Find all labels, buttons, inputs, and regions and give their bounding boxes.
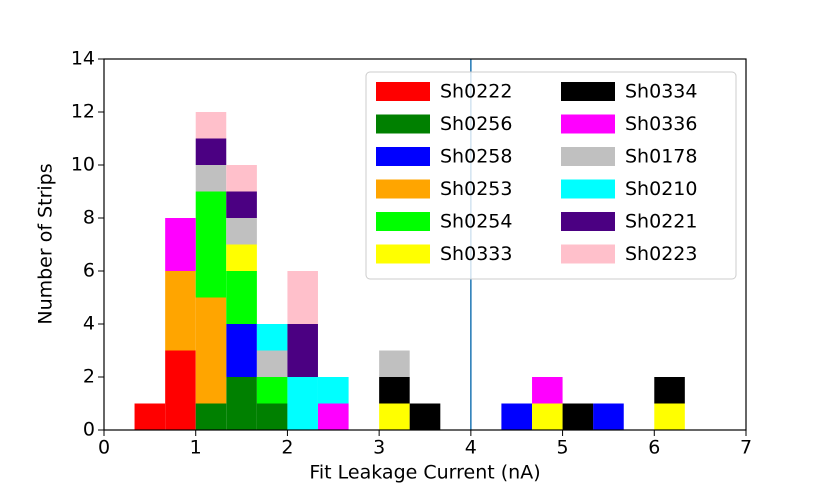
legend-swatch [561,244,615,264]
bar [195,112,227,139]
bar [165,271,196,351]
bar [165,350,196,430]
bar [532,377,563,404]
x-tick-label: 7 [740,437,752,459]
legend: Sh0222 Sh0256 Sh0258 Sh0253 Sh0254 Sh0333 Sh03… [365,71,737,280]
legend-swatch [376,212,430,231]
y-tick-label: 4 [83,313,95,335]
legend-swatch [376,82,430,101]
y-tick-label: 8 [83,207,95,229]
legend-swatch [561,212,615,231]
bar [379,377,410,404]
y-tick-label: 2 [83,366,95,388]
bar [226,218,257,245]
bar [287,271,318,324]
bar [256,324,288,351]
legend-label: Sh0253 [440,178,512,200]
legend-swatch [561,82,615,101]
x-tick-label: 2 [281,437,293,459]
bar [226,191,257,218]
y-tick-label: 14 [71,48,95,70]
x-tick-label: 1 [190,437,202,459]
bar [654,403,685,430]
bar [134,403,166,430]
bar [379,350,410,377]
bar [256,377,288,404]
legend-label: Sh0178 [625,146,697,168]
bar [287,377,318,430]
bar [226,165,257,192]
x-axis-label: Fit Leakage Current (nA) [309,462,540,484]
bar [226,377,257,430]
legend-swatch [561,114,615,134]
bar [654,377,685,404]
bar [195,403,227,430]
plot-frame [103,58,747,431]
bar [562,403,594,430]
legend-swatch [376,244,430,264]
bar [226,324,257,377]
legend-label: Sh0221 [625,211,697,233]
legend-label: Sh0336 [625,113,697,135]
y-axis-label: Number of Strips [35,163,57,324]
bar [195,138,227,165]
x-tick-label: 4 [465,437,477,459]
legend-swatch [561,179,615,199]
legend-label: Sh0222 [440,81,512,103]
legend-label: Sh0333 [440,243,512,265]
legend-swatch [376,147,430,166]
legend-box [365,71,737,280]
bar [256,350,288,377]
legend-swatch [376,114,430,134]
legend-label: Sh0256 [440,113,512,135]
legend-label: Sh0210 [625,178,697,200]
bar [256,403,288,430]
y-tick-label: 0 [83,419,95,441]
bar [317,377,349,404]
bar [593,403,624,430]
bar [195,165,227,192]
x-tick-label: 0 [98,437,110,459]
legend-label: Sh0254 [440,211,512,233]
bar [379,403,410,430]
bar [195,191,227,298]
bar [409,403,441,430]
bar [226,271,257,324]
legend-swatch [561,147,615,166]
x-tick-label: 3 [373,437,385,459]
bar [532,403,563,430]
y-tick-label: 10 [71,154,95,176]
legend-label: Sh0258 [440,146,512,168]
bar [165,218,196,271]
bar [195,297,227,404]
legend-label: Sh0223 [625,243,697,265]
legend-swatch [376,179,430,199]
y-tick-label: 12 [71,101,95,123]
bar [317,403,349,430]
y-tick-label: 6 [83,260,95,282]
legend-label: Sh0334 [625,81,697,103]
x-tick-label: 5 [557,437,569,459]
x-tick-label: 6 [648,437,660,459]
bar [287,324,318,377]
bar [226,244,257,271]
bar [501,403,533,430]
